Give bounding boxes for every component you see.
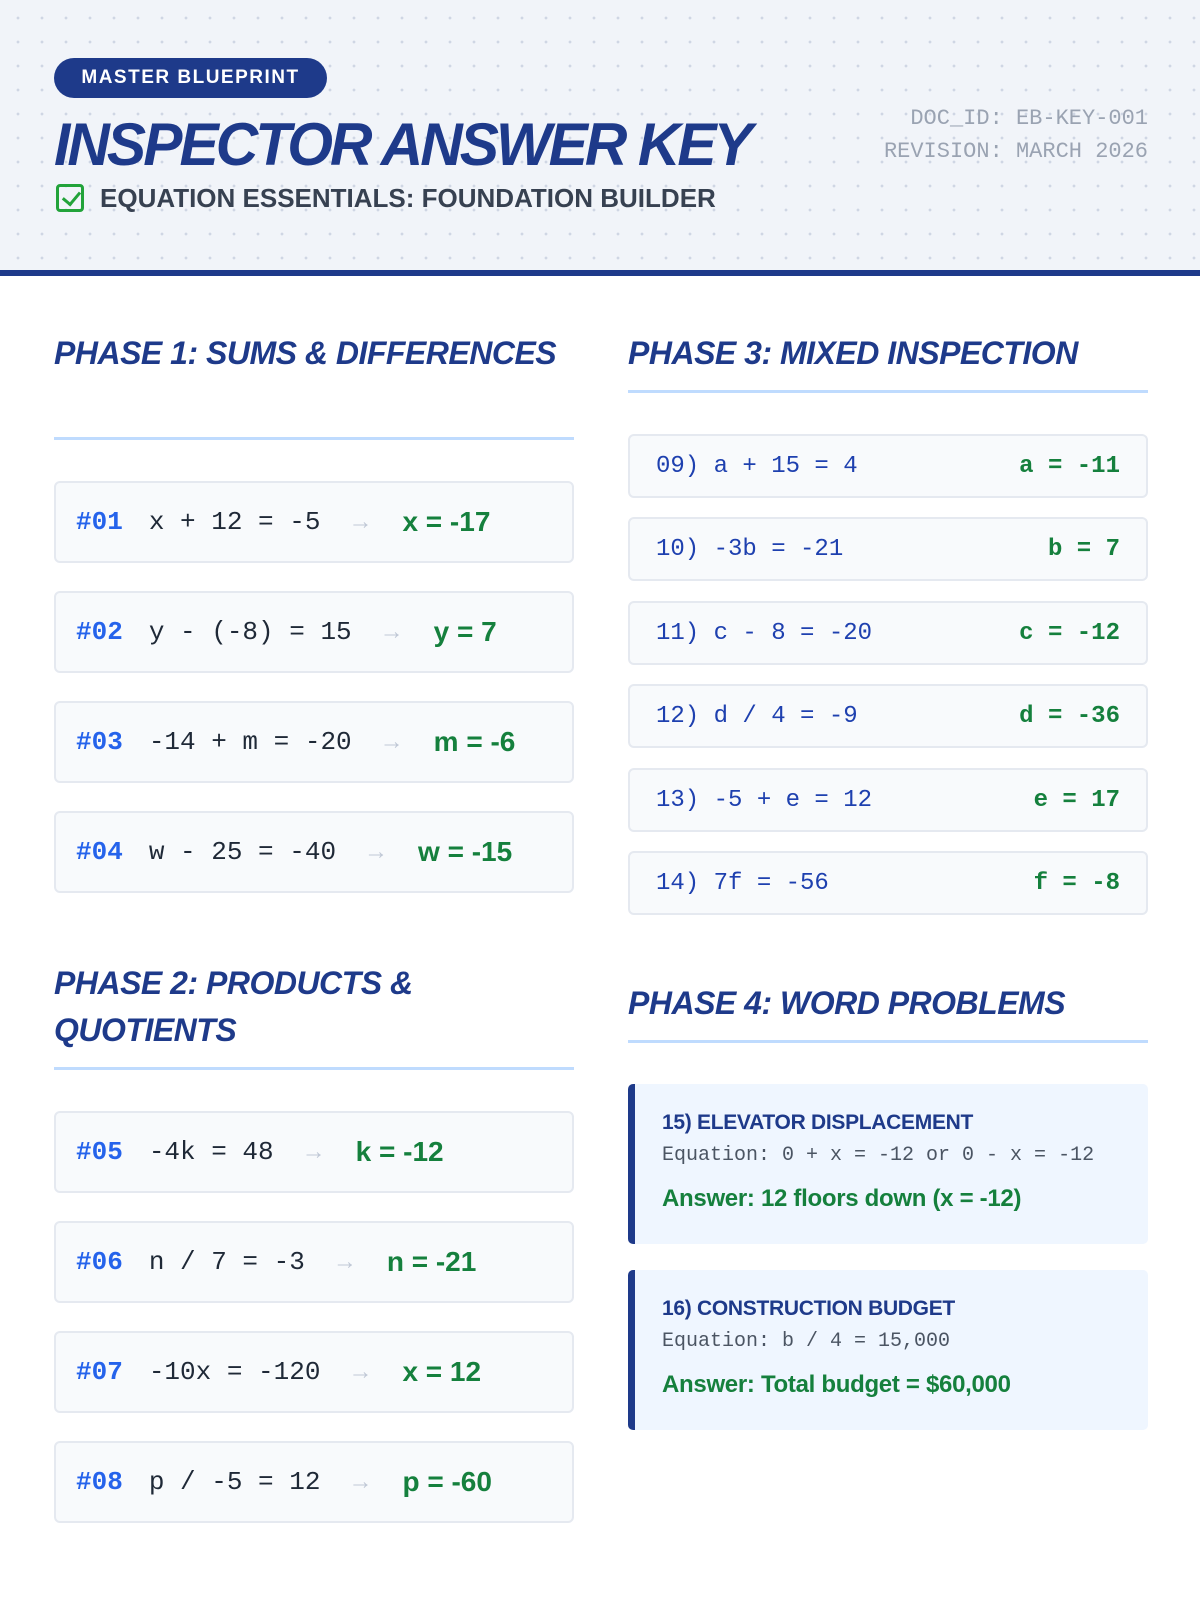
mixed-question: 10) -3b = -21 (656, 535, 844, 563)
document-meta: DOC_ID: EB-KEY-001 REVISION: MARCH 2026 (884, 102, 1148, 168)
mixed-card-11: 11) c - 8 = -20 c = -12 (628, 601, 1148, 665)
problem-card-04: #04 w - 25 = -40 → w = -15 (54, 811, 574, 893)
arrow-right-icon: → (301, 1138, 326, 1165)
arrow-right-icon: → (379, 728, 404, 755)
problem-equation: y - (-8) = 15 (148, 617, 352, 647)
phase3-divider (628, 390, 1148, 393)
mixed-answer: d = -36 (1019, 702, 1120, 730)
problem-answer: k = -12 (355, 1136, 444, 1167)
problem-card-02: #02 y - (-8) = 15 → y = 7 (54, 591, 574, 673)
checkbox-checked-icon (56, 184, 84, 212)
problem-number: #01 (76, 507, 123, 537)
problem-equation: -10x = -120 (148, 1357, 321, 1387)
problem-number: #08 (76, 1467, 123, 1497)
phase2-title: PHASE 2: PRODUCTS & QUOTIENTS (54, 965, 413, 1048)
mixed-card-10: 10) -3b = -21 b = 7 (628, 517, 1148, 581)
problem-answer: w = -15 (418, 836, 513, 867)
word-problem-card-15: 15) ELEVATOR DISPLACEMENT Equation: 0 + … (628, 1084, 1148, 1244)
problem-answer: p = -60 (402, 1466, 492, 1497)
mixed-card-13: 13) -5 + e = 12 e = 17 (628, 768, 1148, 832)
mixed-question: 14) 7f = -56 (656, 869, 829, 897)
revision-date: REVISION: MARCH 2026 (883, 139, 1148, 164)
header-banner: MASTER BLUEPRINT INSPECTOR ANSWER KEY EQ… (0, 0, 1200, 276)
mixed-answer: f = -8 (1033, 869, 1120, 897)
problem-number: #06 (76, 1247, 123, 1277)
arrow-right-icon: → (379, 618, 404, 645)
arrow-right-icon: → (364, 838, 389, 865)
doc-id: DOC_ID: EB-KEY-001 (910, 106, 1148, 131)
problem-equation: -4k = 48 (148, 1137, 274, 1167)
mixed-card-14: 14) 7f = -56 f = -8 (628, 851, 1148, 915)
problem-number: #05 (76, 1137, 123, 1167)
phase4-divider (628, 1040, 1148, 1043)
problem-number: #04 (76, 837, 123, 867)
phase3-title: PHASE 3: MIXED INSPECTION (628, 335, 1078, 371)
document-badge: MASTER BLUEPRINT (54, 58, 327, 98)
problem-number: #07 (76, 1357, 123, 1387)
arrow-right-icon: → (348, 1468, 373, 1495)
word-problem-title: 16) CONSTRUCTION BUDGET (662, 1297, 955, 1320)
mixed-answer: a = -11 (1019, 452, 1120, 480)
problem-answer: x = 12 (402, 1356, 482, 1387)
problem-card-03: #03 -14 + m = -20 → m = -6 (54, 701, 574, 783)
mixed-answer: e = 17 (1033, 786, 1120, 814)
page-title: INSPECTOR ANSWER KEY (54, 111, 753, 178)
mixed-card-12: 12) d / 4 = -9 d = -36 (628, 684, 1148, 748)
problem-card-01: #01 x + 12 = -5 → x = -17 (54, 481, 574, 563)
problem-answer: n = -21 (386, 1246, 477, 1277)
word-problem-card-16: 16) CONSTRUCTION BUDGET Equation: b / 4 … (628, 1270, 1148, 1430)
problem-equation: -14 + m = -20 (148, 727, 352, 757)
mixed-question: 09) a + 15 = 4 (656, 452, 858, 480)
problem-card-08: #08 p / -5 = 12 → p = -60 (54, 1441, 574, 1523)
mixed-question: 13) -5 + e = 12 (656, 786, 873, 814)
mixed-question: 12) d / 4 = -9 (656, 702, 858, 730)
problem-equation: n / 7 = -3 (148, 1247, 305, 1277)
problem-equation: w - 25 = -40 (148, 837, 337, 867)
word-problem-equation: Equation: b / 4 = 15,000 (662, 1330, 951, 1353)
page-subtitle: EQUATION ESSENTIALS: FOUNDATION BUILDER (56, 181, 716, 215)
arrow-right-icon: → (348, 508, 373, 535)
mixed-answer: b = 7 (1047, 535, 1120, 563)
problem-equation: p / -5 = 12 (148, 1467, 321, 1497)
problem-card-05: #05 -4k = 48 → k = -12 (54, 1111, 574, 1193)
word-problem-title: 15) ELEVATOR DISPLACEMENT (662, 1111, 974, 1134)
problem-card-07: #07 -10x = -120 → x = 12 (54, 1331, 574, 1413)
phase4-title: PHASE 4: WORD PROBLEMS (628, 985, 1066, 1021)
problem-equation: x + 12 = -5 (148, 507, 321, 537)
problem-answer: m = -6 (433, 726, 516, 757)
problem-answer: y = 7 (433, 616, 497, 647)
mixed-answer: c = -12 (1019, 619, 1120, 647)
problem-card-06: #06 n / 7 = -3 → n = -21 (54, 1221, 574, 1303)
phase1-divider (54, 437, 574, 440)
subtitle-text: EQUATION ESSENTIALS: FOUNDATION BUILDER (100, 182, 716, 213)
word-problem-answer: Answer: Total budget = $60,000 (662, 1371, 1011, 1398)
mixed-question: 11) c - 8 = -20 (656, 619, 873, 647)
phase1-title: PHASE 1: SUMS & DIFFERENCES (54, 335, 557, 371)
problem-number: #02 (76, 617, 123, 647)
phase2-divider (54, 1067, 574, 1070)
mixed-card-09: 09) a + 15 = 4 a = -11 (628, 434, 1148, 498)
word-problem-equation: Equation: 0 + x = -12 or 0 - x = -12 (662, 1144, 1095, 1167)
arrow-right-icon: → (332, 1248, 357, 1275)
arrow-right-icon: → (348, 1358, 373, 1385)
problem-answer: x = -17 (402, 506, 491, 537)
problem-number: #03 (76, 727, 123, 757)
word-problem-answer: Answer: 12 floors down (x = -12) (662, 1185, 1022, 1212)
